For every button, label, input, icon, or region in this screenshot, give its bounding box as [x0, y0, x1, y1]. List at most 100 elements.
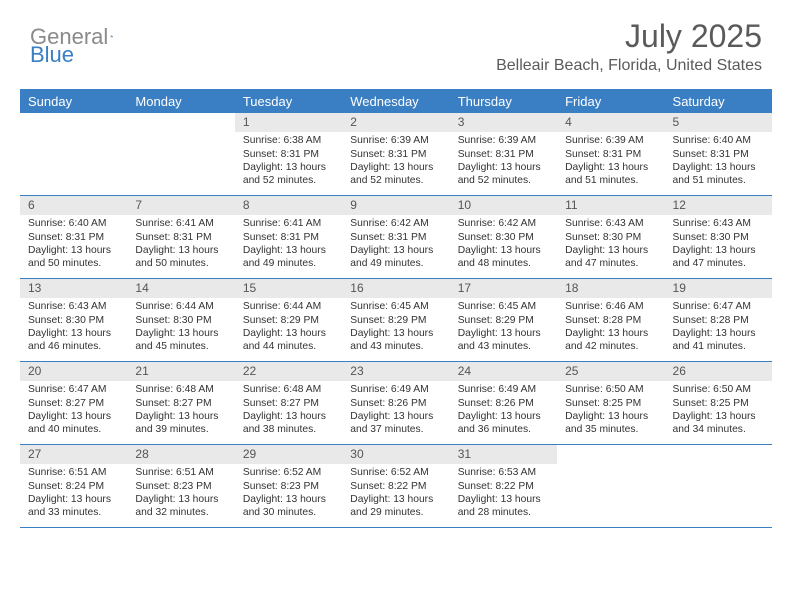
day-cell-2: 2Sunrise: 6:39 AMSunset: 8:31 PMDaylight… [342, 113, 449, 195]
sunset-line: Sunset: 8:25 PM [565, 397, 656, 410]
day-number: 15 [235, 279, 342, 298]
calendar: SundayMondayTuesdayWednesdayThursdayFrid… [20, 89, 772, 528]
day-cell-9: 9Sunrise: 6:42 AMSunset: 8:31 PMDaylight… [342, 196, 449, 278]
header: General July 2025 Belleair Beach, Florid… [0, 0, 792, 81]
day-body: Sunrise: 6:51 AMSunset: 8:23 PMDaylight:… [127, 464, 234, 523]
sunrise-line: Sunrise: 6:52 AM [350, 466, 441, 479]
day-body: Sunrise: 6:48 AMSunset: 8:27 PMDaylight:… [127, 381, 234, 440]
daylight-line: Daylight: 13 hours and 47 minutes. [673, 244, 764, 270]
daylight-line: Daylight: 13 hours and 34 minutes. [673, 410, 764, 436]
daylight-line: Daylight: 13 hours and 50 minutes. [28, 244, 119, 270]
daylight-line: Daylight: 13 hours and 39 minutes. [135, 410, 226, 436]
day-cell-11: 11 Sunrise: 6:43 AMSunset: 8:30 PMDayligh… [557, 196, 664, 278]
day-cell-14: 14Sunrise: 6:44 AMSunset: 8:30 PMDayligh… [127, 279, 234, 361]
daylight-line: Daylight: 13 hours and 28 minutes. [458, 493, 549, 519]
day-cell-10: 10Sunrise: 6:42 AMSunset: 8:30 PMDayligh… [450, 196, 557, 278]
day-body: Sunrise: 6:40 AMSunset: 8:31 PMDaylight:… [665, 132, 772, 191]
daylight-line: Daylight: 13 hours and 50 minutes. [135, 244, 226, 270]
sunset-line: Sunset: 8:30 PM [28, 314, 119, 327]
day-cell-6: 6Sunrise: 6:40 AMSunset: 8:31 PMDaylight… [20, 196, 127, 278]
day-cell-13: 13Sunrise: 6:43 AMSunset: 8:30 PMDayligh… [20, 279, 127, 361]
logo-sail-icon [110, 27, 113, 45]
sunset-line: Sunset: 8:23 PM [135, 480, 226, 493]
sunset-line: Sunset: 8:30 PM [565, 231, 656, 244]
day-body: Sunrise: 6:40 AMSunset: 8:31 PMDaylight:… [20, 215, 127, 274]
day-number: 7 [127, 196, 234, 215]
sunrise-line: Sunrise: 6:45 AM [458, 300, 549, 313]
sunrise-line: Sunrise: 6:43 AM [673, 217, 764, 230]
sunset-line: Sunset: 8:26 PM [458, 397, 549, 410]
daylight-line: Daylight: 13 hours and 47 minutes. [565, 244, 656, 270]
day-number: 19 [665, 279, 772, 298]
day-body: Sunrise: 6:45 AMSunset: 8:29 PMDaylight:… [450, 298, 557, 357]
day-cell-30: 30Sunrise: 6:52 AMSunset: 8:22 PMDayligh… [342, 445, 449, 527]
day-number: 23 [342, 362, 449, 381]
day-number: 17 [450, 279, 557, 298]
daylight-line: Daylight: 13 hours and 52 minutes. [458, 161, 549, 187]
sunset-line: Sunset: 8:27 PM [28, 397, 119, 410]
day-number: 31 [450, 445, 557, 464]
sunrise-line: Sunrise: 6:47 AM [28, 383, 119, 396]
sunrise-line: Sunrise: 6:51 AM [135, 466, 226, 479]
day-body: Sunrise: 6:48 AMSunset: 8:27 PMDaylight:… [235, 381, 342, 440]
day-body: Sunrise: 6:44 AMSunset: 8:29 PMDaylight:… [235, 298, 342, 357]
day-number: 11 [557, 196, 664, 215]
day-number: 4 [557, 113, 664, 132]
sunrise-line: Sunrise: 6:42 AM [350, 217, 441, 230]
daylight-line: Daylight: 13 hours and 30 minutes. [243, 493, 334, 519]
sunrise-line: Sunrise: 6:43 AM [565, 217, 656, 230]
day-number: 26 [665, 362, 772, 381]
weekday-saturday: Saturday [665, 90, 772, 113]
day-cell-4: 4Sunrise: 6:39 AMSunset: 8:31 PMDaylight… [557, 113, 664, 195]
day-cell-19: 19Sunrise: 6:47 AMSunset: 8:28 PMDayligh… [665, 279, 772, 361]
day-number: 27 [20, 445, 127, 464]
sunrise-line: Sunrise: 6:41 AM [243, 217, 334, 230]
daylight-line: Daylight: 13 hours and 37 minutes. [350, 410, 441, 436]
sunset-line: Sunset: 8:22 PM [458, 480, 549, 493]
day-number: 2 [342, 113, 449, 132]
daylight-line: Daylight: 13 hours and 51 minutes. [565, 161, 656, 187]
day-body: Sunrise: 6:51 AMSunset: 8:24 PMDaylight:… [20, 464, 127, 523]
day-number: 25 [557, 362, 664, 381]
daylight-line: Daylight: 13 hours and 40 minutes. [28, 410, 119, 436]
day-body: Sunrise: 6:44 AMSunset: 8:30 PMDaylight:… [127, 298, 234, 357]
day-cell-18: 18Sunrise: 6:46 AMSunset: 8:28 PMDayligh… [557, 279, 664, 361]
daylight-line: Daylight: 13 hours and 38 minutes. [243, 410, 334, 436]
sunrise-line: Sunrise: 6:49 AM [458, 383, 549, 396]
day-cell-12: 12Sunrise: 6:43 AMSunset: 8:30 PMDayligh… [665, 196, 772, 278]
daylight-line: Daylight: 13 hours and 48 minutes. [458, 244, 549, 270]
day-number: 1 [235, 113, 342, 132]
day-body: Sunrise: 6:39 AMSunset: 8:31 PMDaylight:… [557, 132, 664, 191]
sunset-line: Sunset: 8:31 PM [350, 231, 441, 244]
day-number: 10 [450, 196, 557, 215]
daylight-line: Daylight: 13 hours and 46 minutes. [28, 327, 119, 353]
day-body: Sunrise: 6:46 AMSunset: 8:28 PMDaylight:… [557, 298, 664, 357]
day-cell-31: 31Sunrise: 6:53 AMSunset: 8:22 PMDayligh… [450, 445, 557, 527]
day-cell-empty: . [127, 113, 234, 195]
weekday-tuesday: Tuesday [235, 90, 342, 113]
day-body: Sunrise: 6:43 AMSunset: 8:30 PMDaylight:… [20, 298, 127, 357]
sunset-line: Sunset: 8:23 PM [243, 480, 334, 493]
sunset-line: Sunset: 8:31 PM [458, 148, 549, 161]
daylight-line: Daylight: 13 hours and 51 minutes. [673, 161, 764, 187]
sunset-line: Sunset: 8:30 PM [458, 231, 549, 244]
month-title: July 2025 [496, 18, 762, 55]
day-cell-empty: . [557, 445, 664, 527]
day-number: 8 [235, 196, 342, 215]
sunrise-line: Sunrise: 6:44 AM [135, 300, 226, 313]
sunset-line: Sunset: 8:31 PM [565, 148, 656, 161]
title-block: July 2025 Belleair Beach, Florida, Unite… [496, 18, 762, 75]
day-cell-24: 24Sunrise: 6:49 AMSunset: 8:26 PMDayligh… [450, 362, 557, 444]
day-cell-27: 27Sunrise: 6:51 AMSunset: 8:24 PMDayligh… [20, 445, 127, 527]
daylight-line: Daylight: 13 hours and 49 minutes. [350, 244, 441, 270]
daylight-line: Daylight: 13 hours and 44 minutes. [243, 327, 334, 353]
daylight-line: Daylight: 13 hours and 42 minutes. [565, 327, 656, 353]
day-cell-5: 5Sunrise: 6:40 AMSunset: 8:31 PMDaylight… [665, 113, 772, 195]
sunset-line: Sunset: 8:31 PM [135, 231, 226, 244]
sunset-line: Sunset: 8:30 PM [135, 314, 226, 327]
daylight-line: Daylight: 13 hours and 29 minutes. [350, 493, 441, 519]
sunset-line: Sunset: 8:31 PM [28, 231, 119, 244]
day-body: Sunrise: 6:49 AMSunset: 8:26 PMDaylight:… [450, 381, 557, 440]
sunrise-line: Sunrise: 6:52 AM [243, 466, 334, 479]
day-cell-15: 15Sunrise: 6:44 AMSunset: 8:29 PMDayligh… [235, 279, 342, 361]
